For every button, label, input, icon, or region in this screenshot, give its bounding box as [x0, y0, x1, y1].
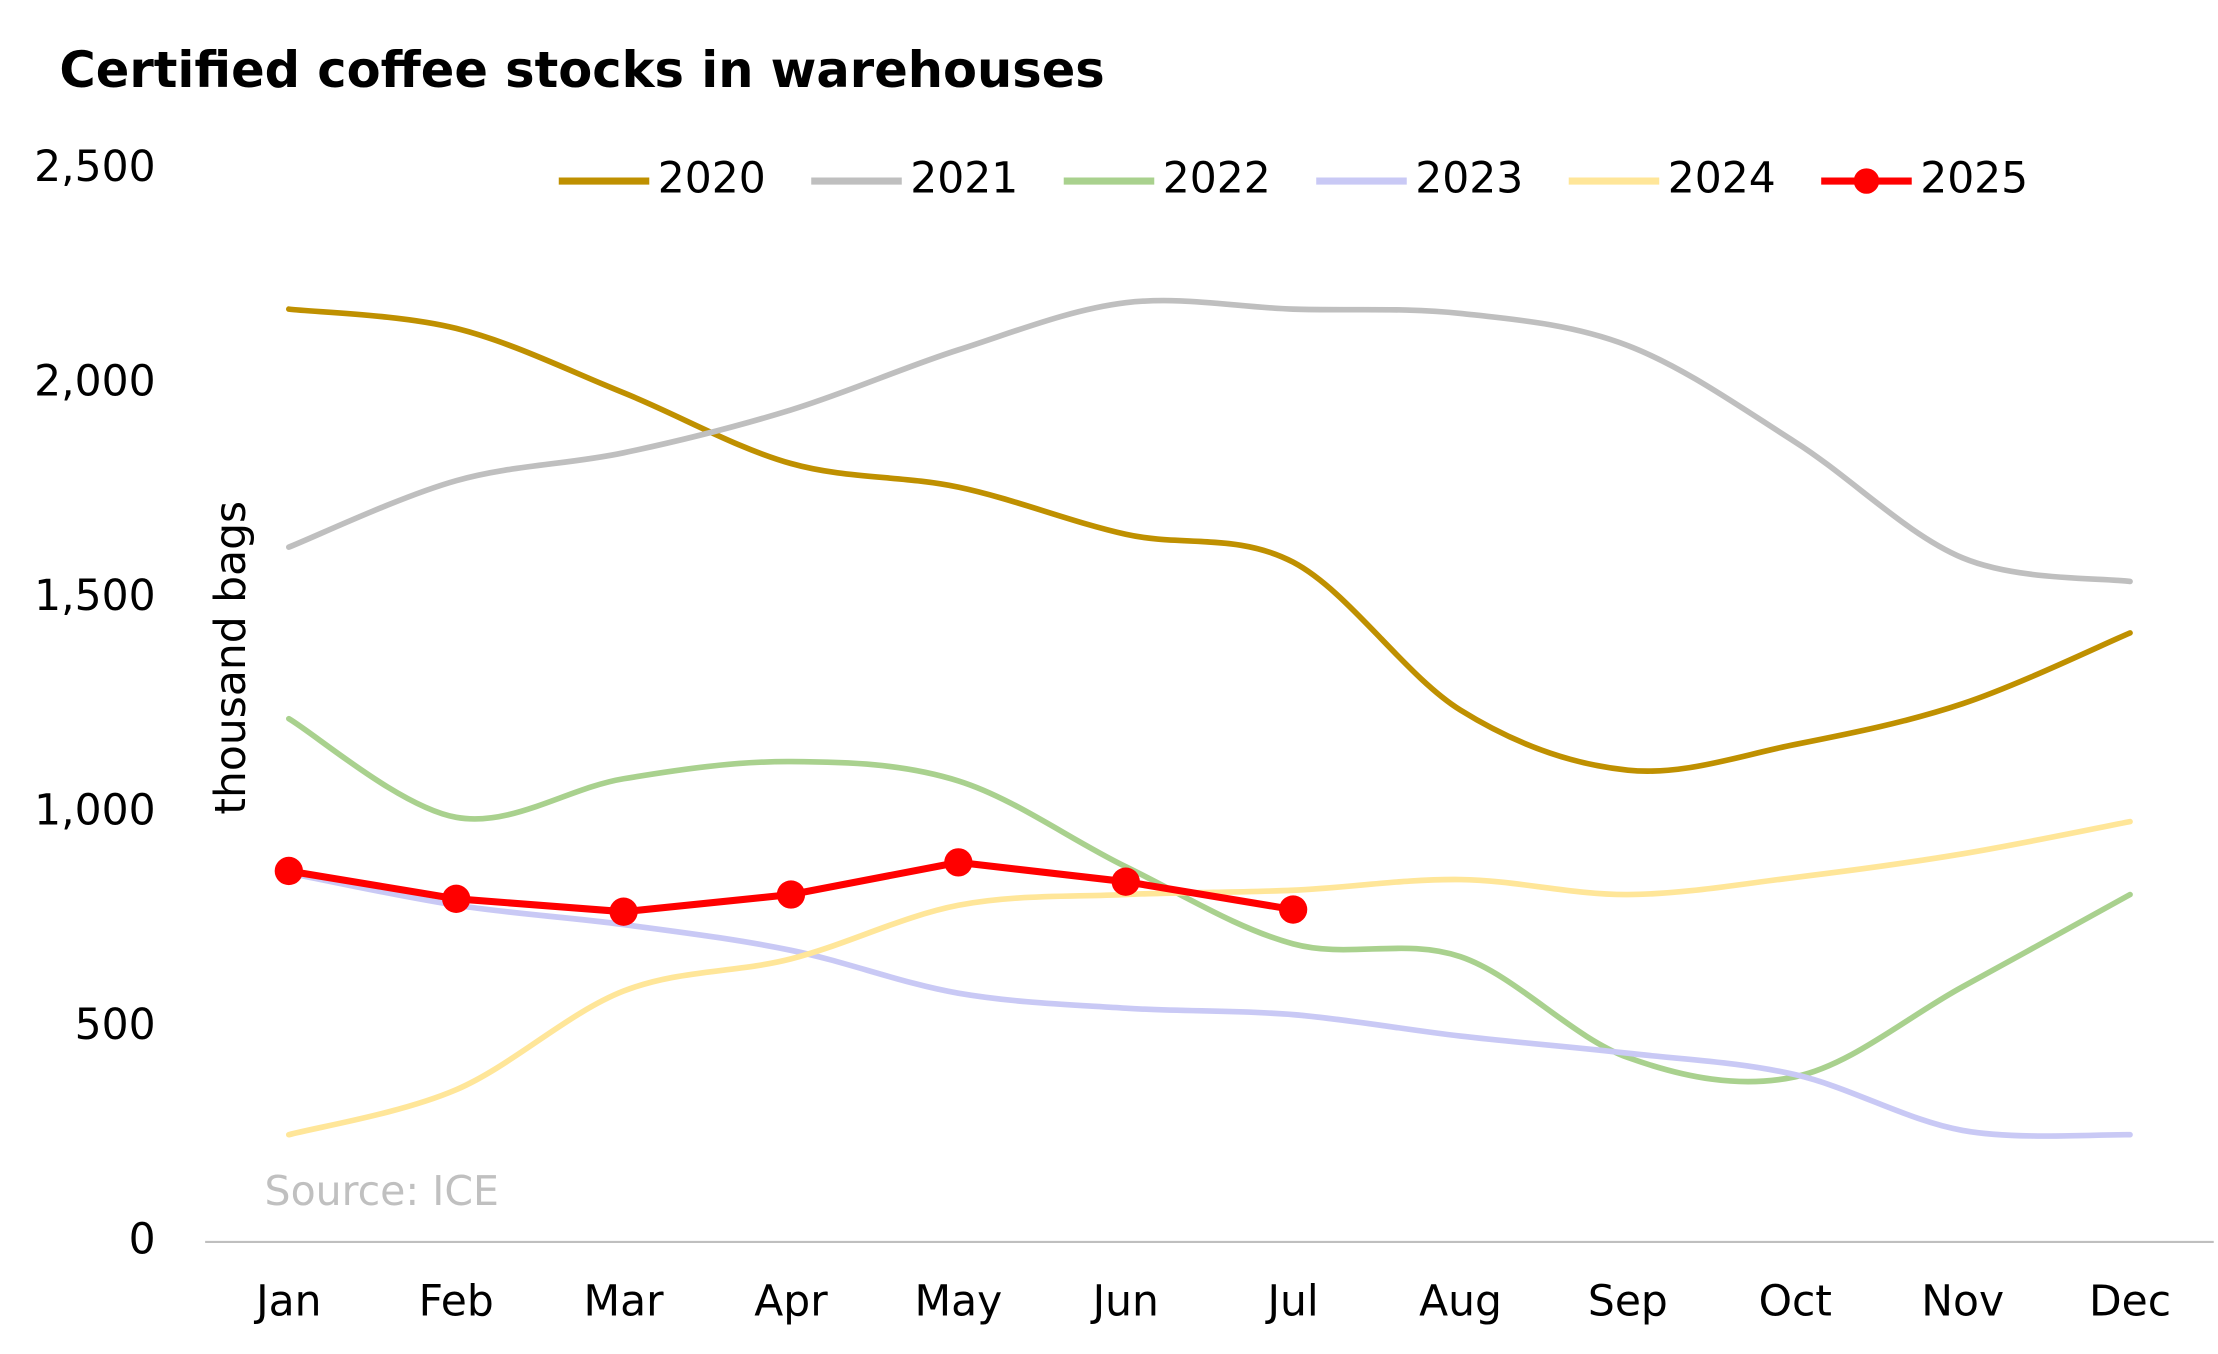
point-marker: [1111, 867, 1140, 896]
point-marker: [944, 848, 973, 877]
source-note: Source: ICE: [265, 1167, 499, 1215]
legend-label: 2020: [658, 155, 766, 204]
series-line: [285, 870, 2133, 1139]
series-line: [285, 818, 2133, 1138]
y-tick-label: 2,500: [34, 143, 155, 192]
legend-label: 2024: [1668, 155, 1776, 204]
legend-label: 2022: [1163, 155, 1271, 204]
legend-label: 2023: [1415, 155, 1523, 204]
series-line: [285, 297, 2133, 585]
x-tick-label: Sep: [1588, 1278, 1668, 1327]
x-tick-label: Nov: [1921, 1278, 2004, 1327]
y-tick-label: 1,000: [34, 787, 155, 836]
x-tick-label: Jun: [1090, 1278, 1159, 1327]
x-tick-label: Oct: [1759, 1278, 1832, 1327]
point-marker: [609, 897, 638, 926]
y-tick-label: 1,500: [34, 572, 155, 621]
point-marker: [776, 880, 806, 909]
legend-marker: [1853, 168, 1880, 194]
x-tick-label: Jan: [253, 1278, 321, 1327]
x-tick-label: Jul: [1265, 1278, 1319, 1327]
y-axis-label: thousand bags: [207, 501, 256, 815]
series-line: [285, 715, 2133, 1085]
x-tick-label: Feb: [419, 1278, 494, 1327]
series-line: [285, 306, 2133, 774]
y-tick-label: 0: [129, 1215, 156, 1264]
y-tick-label: 500: [75, 1001, 156, 1050]
x-tick-label: Aug: [1419, 1278, 1502, 1327]
x-tick-label: Dec: [2089, 1278, 2171, 1327]
legend-label: 2021: [910, 155, 1018, 204]
x-tick-label: Apr: [754, 1278, 828, 1327]
point-marker: [274, 856, 303, 886]
legend-label: 2025: [1920, 155, 2028, 204]
point-marker: [1278, 895, 1308, 924]
y-tick-label: 2,000: [34, 358, 155, 407]
chart-title: Certified coffee stocks in warehouses: [59, 41, 1104, 99]
x-tick-label: May: [915, 1278, 1003, 1327]
point-marker: [442, 884, 471, 913]
x-tick-label: Mar: [584, 1278, 665, 1327]
